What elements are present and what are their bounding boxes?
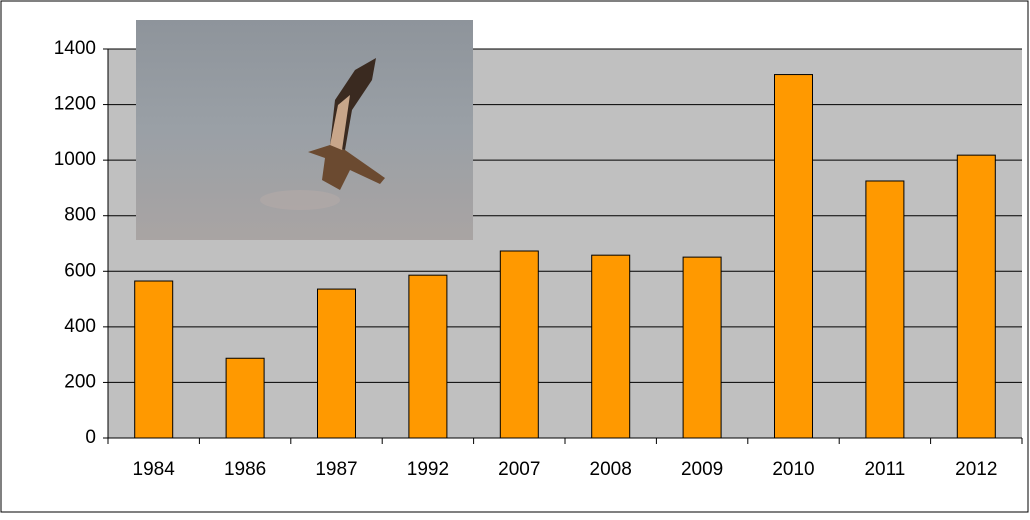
- bar: [409, 275, 447, 438]
- x-tick-label: 2012: [955, 459, 997, 480]
- x-tick-label: 2008: [590, 459, 632, 480]
- y-tick-label: 1200: [54, 94, 96, 115]
- bar: [500, 251, 538, 438]
- bar: [683, 257, 721, 438]
- x-tick-label: 1984: [133, 459, 176, 480]
- bar: [592, 255, 630, 438]
- y-tick-label: 0: [85, 427, 96, 448]
- bar: [318, 289, 356, 438]
- x-tick-label: 2010: [772, 459, 814, 480]
- y-tick-label: 800: [64, 205, 96, 226]
- chart: 0 200 400 600 800 1000 1200 1400 1984 1986 1987 199…: [0, 0, 1030, 515]
- x-tick-label: 1986: [224, 459, 266, 480]
- y-tick-label: 400: [64, 316, 96, 337]
- x-tick-label: 2009: [681, 459, 723, 480]
- x-tick-label: 1987: [315, 459, 357, 480]
- x-tick-label: 2007: [498, 459, 540, 480]
- photo-cloud: [260, 190, 340, 210]
- photo-inset: [136, 20, 473, 240]
- y-tick-label: 1400: [54, 38, 96, 59]
- bar: [226, 358, 264, 438]
- bar: [775, 75, 813, 438]
- x-tick-label: 2011: [864, 459, 905, 480]
- bar: [866, 181, 904, 438]
- y-tick-label: 200: [64, 371, 96, 392]
- x-tick-label: 1992: [407, 459, 449, 480]
- y-tick-label: 600: [64, 260, 96, 281]
- bar: [135, 281, 173, 438]
- y-tick-label: 1000: [54, 149, 96, 170]
- bar: [957, 155, 995, 438]
